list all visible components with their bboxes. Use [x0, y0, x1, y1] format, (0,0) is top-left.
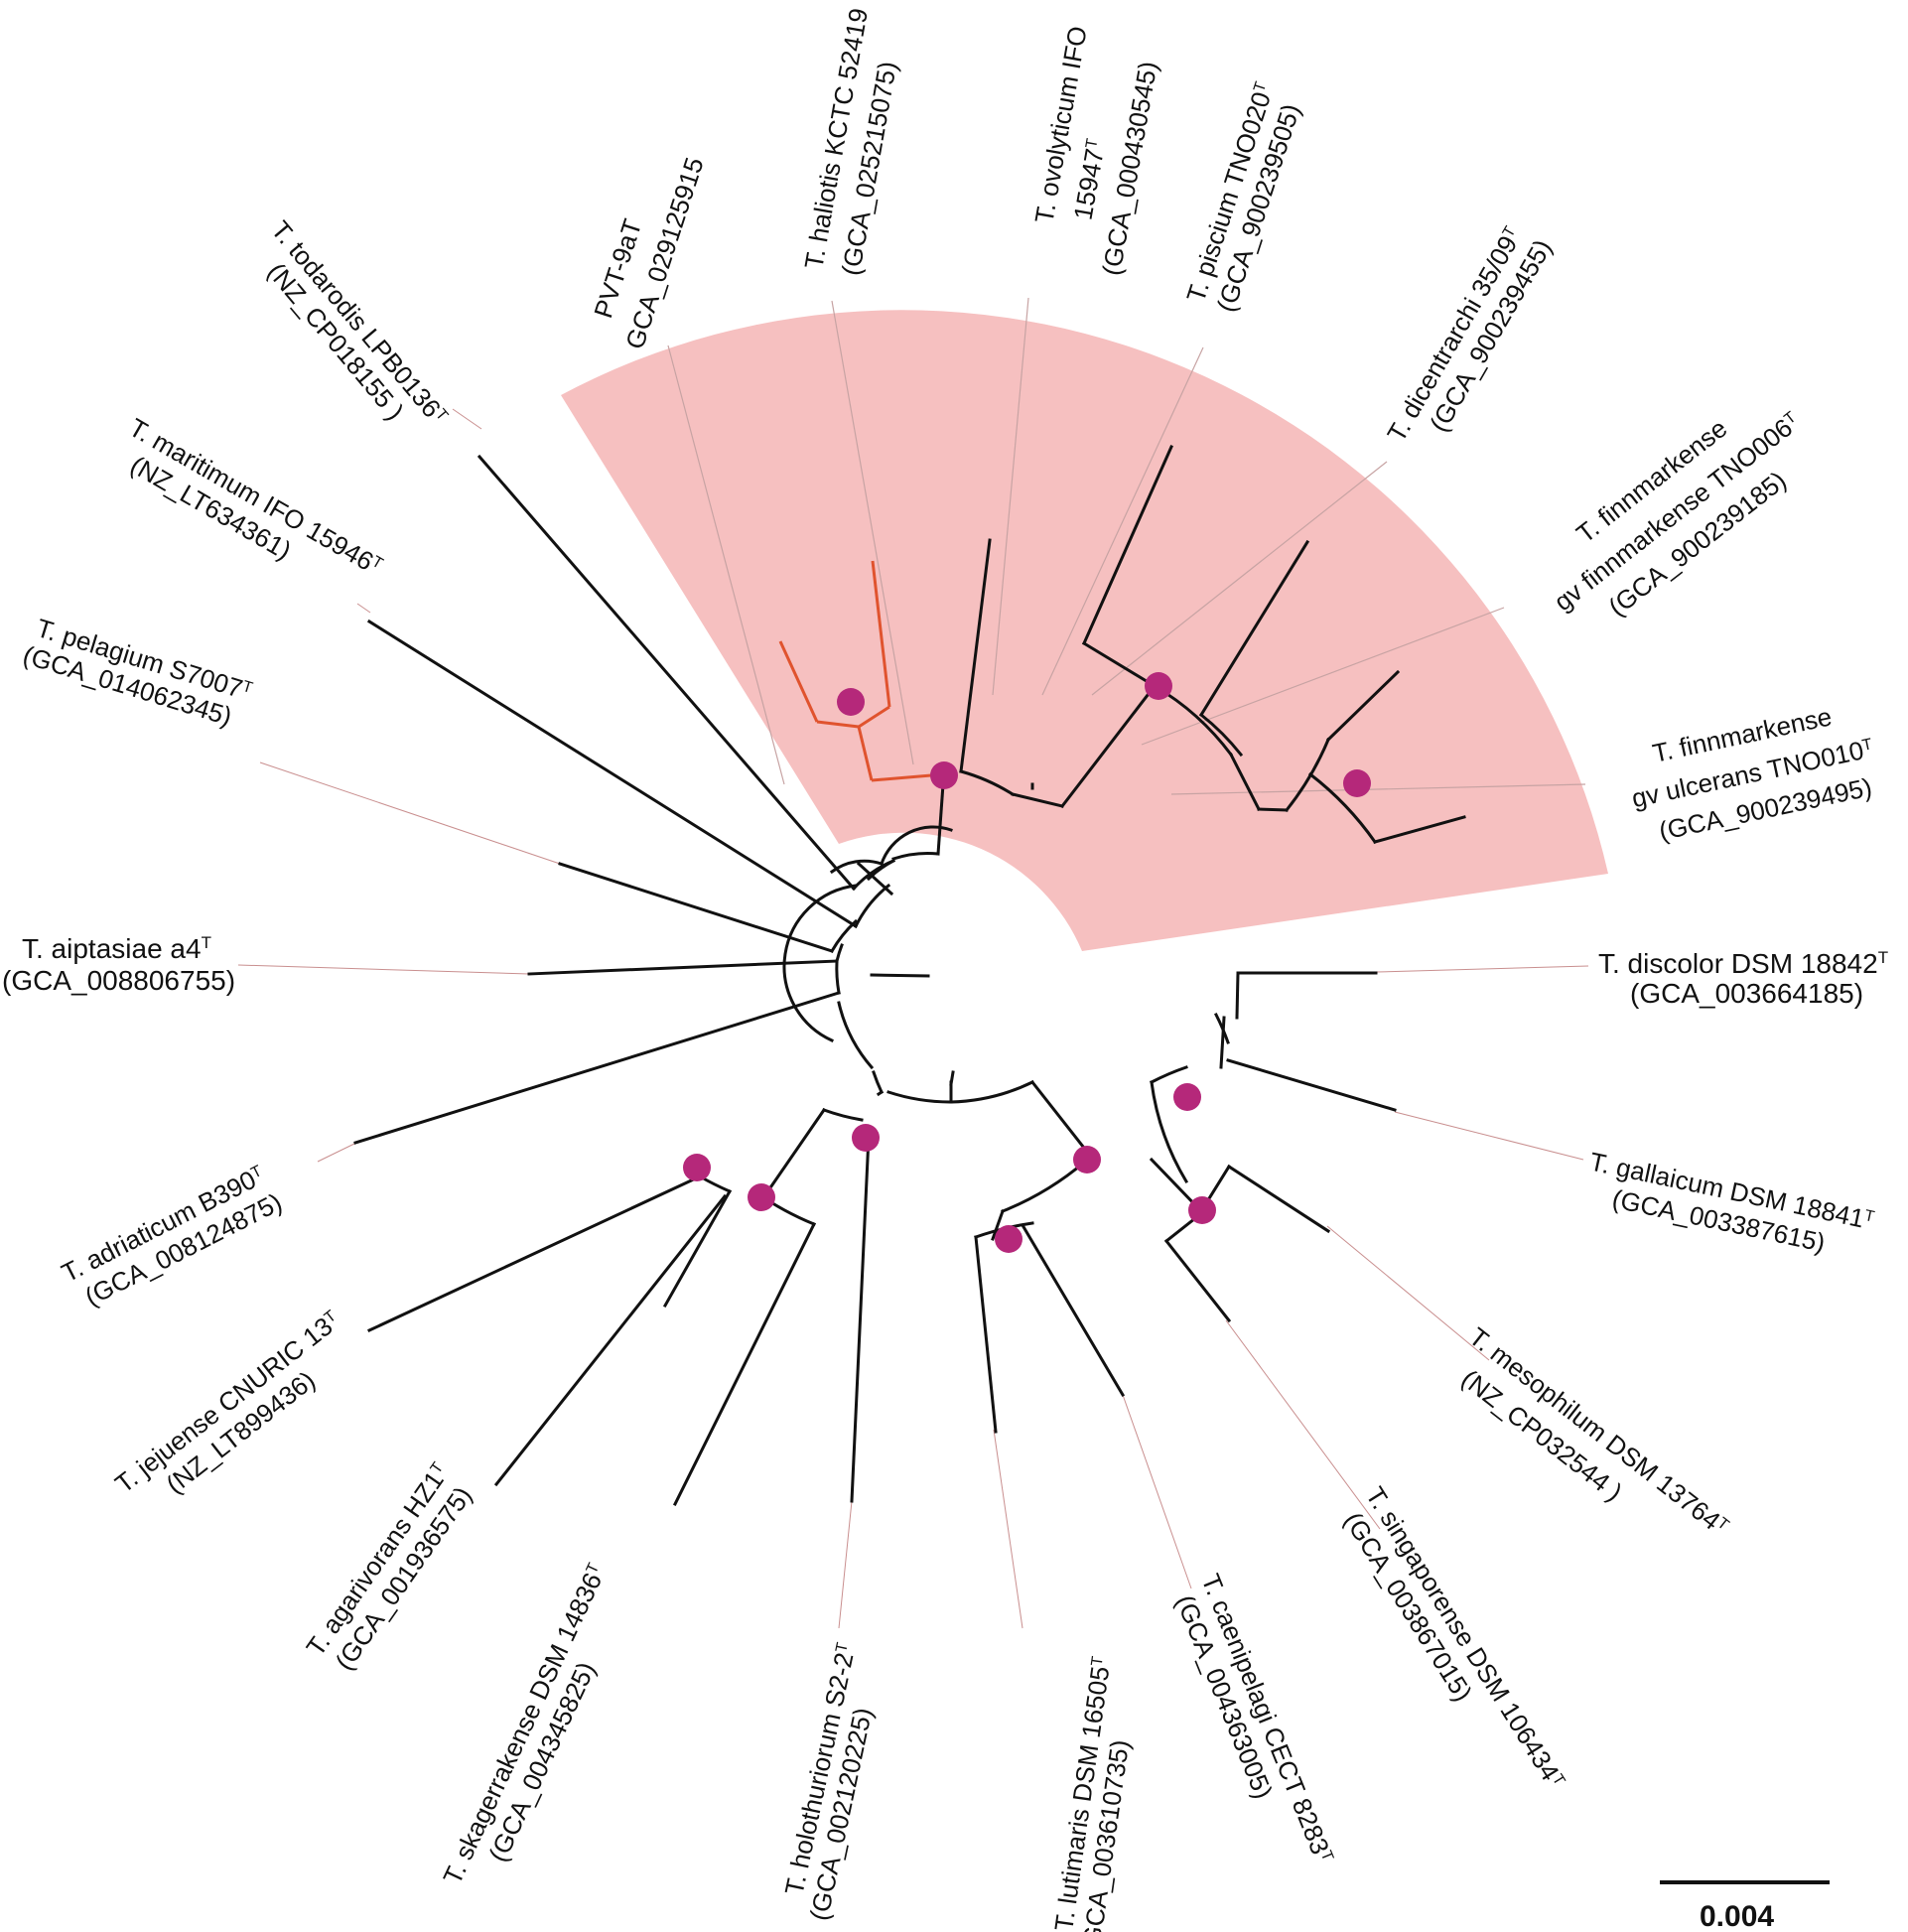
- taxon-label: T. discolor DSM 18842T (GCA_003664185): [1598, 938, 1896, 1009]
- taxon-label: T. holothuriorum S2-2T (GCA_002120225): [767, 1632, 892, 1923]
- taxon-label: T. pelagium S7007T (GCA_014062345): [20, 604, 265, 737]
- leader-lines: [237, 408, 1589, 1629]
- taxon-label: T. aiptasiae a4T (GCA_008806755): [2, 923, 235, 996]
- taxon-label: T. haliotis KCTC 52419 (GCA_025215075): [798, 0, 911, 278]
- node: [1188, 1196, 1216, 1224]
- node: [1173, 1083, 1201, 1111]
- node: [1145, 672, 1172, 700]
- taxon-label: T. finnmarkense gv ulcerans TNO010T (GCA…: [1621, 693, 1891, 851]
- node: [930, 761, 958, 789]
- scale-bar: 0.004: [1660, 1880, 1830, 1932]
- clade-sector-separators: [667, 297, 1586, 795]
- node: [1343, 769, 1371, 797]
- taxon-label: T. skagerrakense DSM 14836T (GCA_0043458…: [430, 1550, 643, 1902]
- taxon-label: T. ovolyticum IFO 15947T (GCA_000430545): [1022, 17, 1167, 278]
- support-nodes: [683, 672, 1371, 1253]
- taxon-label: T. dicentrarchi 35/09T (GCA_900239455): [1374, 211, 1559, 463]
- taxon-label: T. lutimaris DSM 16505T (GCA_003610735): [1038, 1647, 1148, 1932]
- node: [852, 1124, 880, 1152]
- taxon-label: T. gallaicum DSM 18841T (GCA_003387615): [1580, 1139, 1885, 1269]
- node: [1073, 1146, 1101, 1173]
- taxon-label: T. mesophilum DSM 13764T (NZ_CP032544 ): [1440, 1315, 1744, 1577]
- taxon-label: T. maritimum IFO 15946T (NZ_LT634361): [108, 405, 397, 613]
- node: [683, 1154, 711, 1181]
- taxon-label: T. jejuense CNURIC 13T (NZ_LT899436): [104, 1295, 370, 1524]
- taxon-label: T. caenipelagi CECT 8283T (GCA_004363005…: [1166, 1567, 1349, 1886]
- node: [837, 688, 865, 716]
- taxon-label: T. singaporense DSM 106434T (GCA_0038670…: [1333, 1477, 1581, 1817]
- node: [995, 1225, 1022, 1253]
- taxon-label: T. todarodis LPB0136T (NZ_CP018155 ): [242, 209, 464, 455]
- taxon-label: T. finnmarkense gv finnmarkense TNO006T …: [1524, 370, 1835, 646]
- taxon-label: T. adriaticum B390T (GCA_008124875): [53, 1150, 290, 1316]
- taxon-label: T. agarivorans HZ1T (GCA_001936575): [294, 1448, 485, 1680]
- scale-bar-label: 0.004: [1700, 1900, 1774, 1932]
- taxon-label: PVT-9aT GCA_029125915: [582, 141, 710, 352]
- node: [748, 1183, 775, 1211]
- taxon-label: T. piscium TNO020T (GCA_900239505): [1173, 69, 1312, 316]
